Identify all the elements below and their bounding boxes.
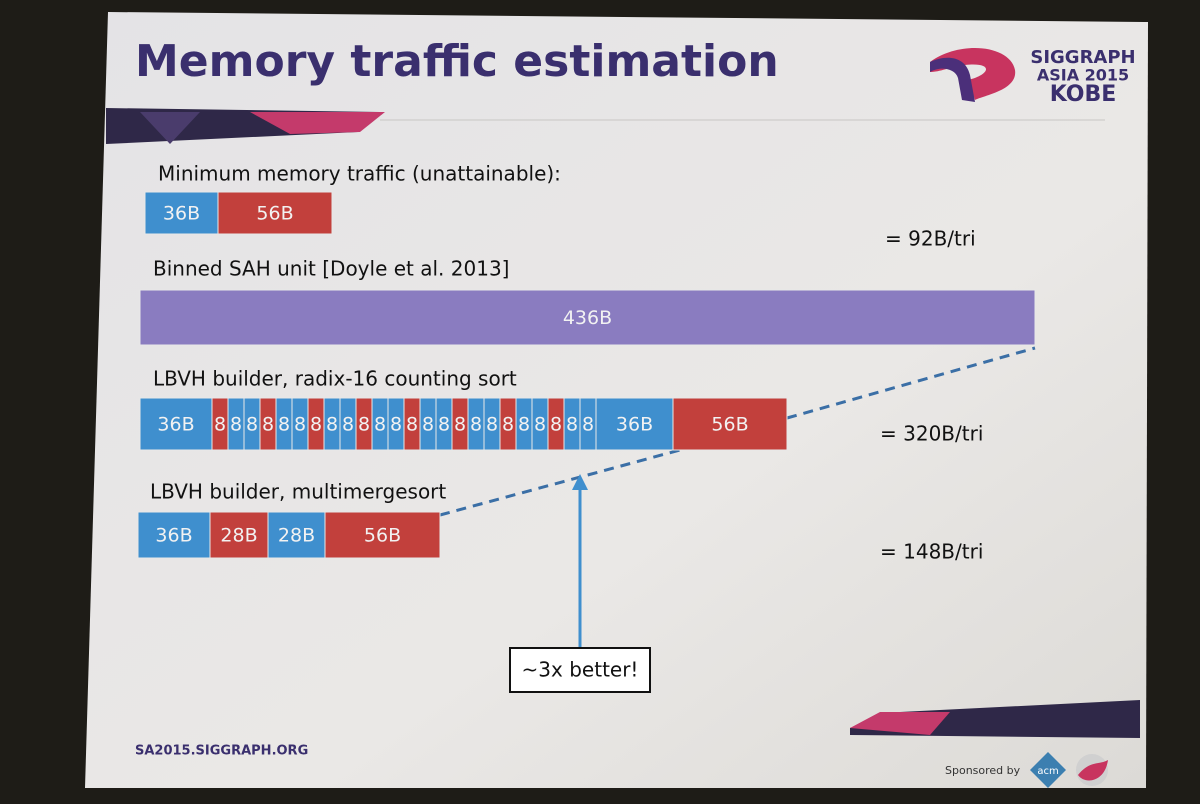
row-total: = 148B/tri <box>880 540 983 564</box>
connector <box>439 448 681 517</box>
footer-url: SA2015.SIGGRAPH.ORG <box>135 744 308 759</box>
logo-text: KOBE <box>1050 82 1117 107</box>
row-total: = 92B/tri <box>885 227 976 251</box>
segment-label: 8 <box>310 414 322 436</box>
segment <box>209 511 269 559</box>
segment-label: 8 <box>566 414 578 436</box>
slide-title: Memory traffic estimation <box>135 36 779 87</box>
segment-label: 436B <box>563 307 612 329</box>
row-caption: LBVH builder, multimergesort <box>150 480 446 504</box>
segment-label: 8 <box>534 414 546 436</box>
segment-label: 8 <box>214 414 226 436</box>
segment-label: 36B <box>616 414 653 436</box>
segment-label: 8 <box>246 414 258 436</box>
segment-label: 8 <box>390 414 402 436</box>
segment-label: 8 <box>294 414 306 436</box>
segment-label: 8 <box>470 414 482 436</box>
segment <box>672 397 788 451</box>
segment-label: 8 <box>518 414 530 436</box>
segment-label: 56B <box>256 203 293 225</box>
segment-label: 8 <box>230 414 242 436</box>
callout-box <box>509 647 651 693</box>
segment-label: 28B <box>278 525 315 547</box>
segment-label: 56B <box>711 414 748 436</box>
logo-text: ASIA 2015 <box>1037 66 1129 85</box>
segment <box>217 191 333 235</box>
connector <box>786 346 1036 420</box>
row-caption: Minimum memory traffic (unattainable): <box>158 162 561 186</box>
callout-text: ~3x better! <box>522 658 639 682</box>
segment-label: 36B <box>163 203 200 225</box>
row-caption: LBVH builder, radix-16 counting sort <box>153 367 517 391</box>
segment <box>324 511 441 559</box>
segment-label: 8 <box>406 414 418 436</box>
segment-label: 8 <box>374 414 386 436</box>
segment-label: 8 <box>582 414 594 436</box>
segment-label: 8 <box>326 414 338 436</box>
segment <box>139 289 1036 346</box>
segment-label: 8 <box>262 414 274 436</box>
segment <box>137 511 211 559</box>
segment-label: 8 <box>502 414 514 436</box>
segment-label: 36B <box>157 414 194 436</box>
segment-label: 8 <box>438 414 450 436</box>
segment-label: 56B <box>364 525 401 547</box>
segment-label: 8 <box>358 414 370 436</box>
sponsor-logos: acm <box>1030 752 1108 788</box>
segment-label: 8 <box>278 414 290 436</box>
row-total: = 320B/tri <box>880 422 983 446</box>
footer-band <box>850 700 1140 738</box>
segment <box>144 191 219 235</box>
row-caption: Binned SAH unit [Doyle et al. 2013] <box>153 257 509 281</box>
sponsor-logo-text: acm <box>1037 766 1058 777</box>
segment-label: 8 <box>550 414 562 436</box>
segment <box>139 397 213 451</box>
segment-label: 8 <box>342 414 354 436</box>
segment-label: 8 <box>486 414 498 436</box>
segment-label: 36B <box>155 525 192 547</box>
header-band <box>106 108 385 144</box>
arrow-head <box>572 474 588 490</box>
segment-label: 28B <box>220 525 257 547</box>
segment-label: 8 <box>454 414 466 436</box>
logo: SIGGRAPH ASIA 2015 KOBE <box>930 47 1136 107</box>
logo-text: SIGGRAPH <box>1030 47 1135 68</box>
segment-label: 8 <box>422 414 434 436</box>
sponsor-text: Sponsored by <box>945 764 1021 777</box>
